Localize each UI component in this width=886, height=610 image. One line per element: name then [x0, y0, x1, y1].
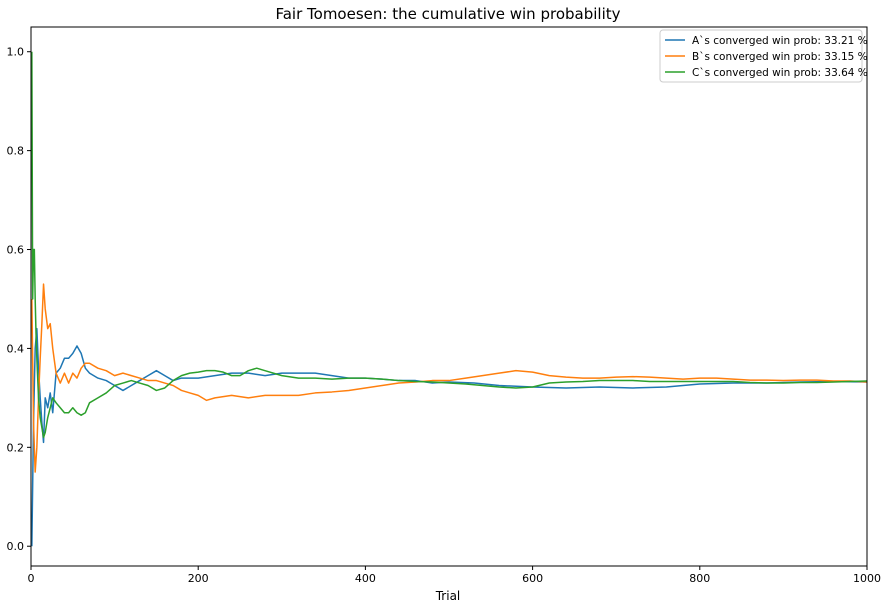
y-tick-label: 0.6 — [7, 244, 25, 257]
x-tick-label: 600 — [522, 572, 543, 585]
plot-lines — [31, 51, 868, 547]
x-tick-label: 400 — [355, 572, 376, 585]
legend-label: C`s converged win prob: 33.64 % — [692, 67, 868, 79]
x-tick-label: 1000 — [853, 572, 881, 585]
y-tick-label: 0.2 — [7, 441, 25, 454]
y-tick-label: 0.4 — [7, 342, 25, 355]
y-tick-label: 0.8 — [7, 145, 25, 158]
legend-label: A`s converged win prob: 33.21 % — [692, 35, 868, 47]
y-tick-label: 1.0 — [7, 46, 25, 59]
y-tick-label: 0.0 — [7, 540, 25, 553]
legend-box — [659, 29, 863, 83]
series-line-2 — [31, 283, 868, 473]
chart-title: Fair Tomoesen: the cumulative win probab… — [275, 5, 620, 23]
x-axis-label: Trial — [435, 589, 461, 603]
x-tick-label: 0 — [28, 572, 35, 585]
legend-label: B`s converged win prob: 33.15 % — [692, 51, 868, 63]
y-axis: 0.0 0.2 0.4 0.6 0.8 1.0 — [7, 46, 31, 553]
x-tick-label: 200 — [188, 572, 209, 585]
x-tick-label: 800 — [689, 572, 710, 585]
axes-frame — [30, 26, 868, 567]
legend: A`s converged win prob: 33.21 % B`s conve… — [659, 29, 868, 83]
x-axis: 0 200 400 600 800 1000 — [28, 566, 881, 585]
series-line-3 — [31, 51, 868, 439]
